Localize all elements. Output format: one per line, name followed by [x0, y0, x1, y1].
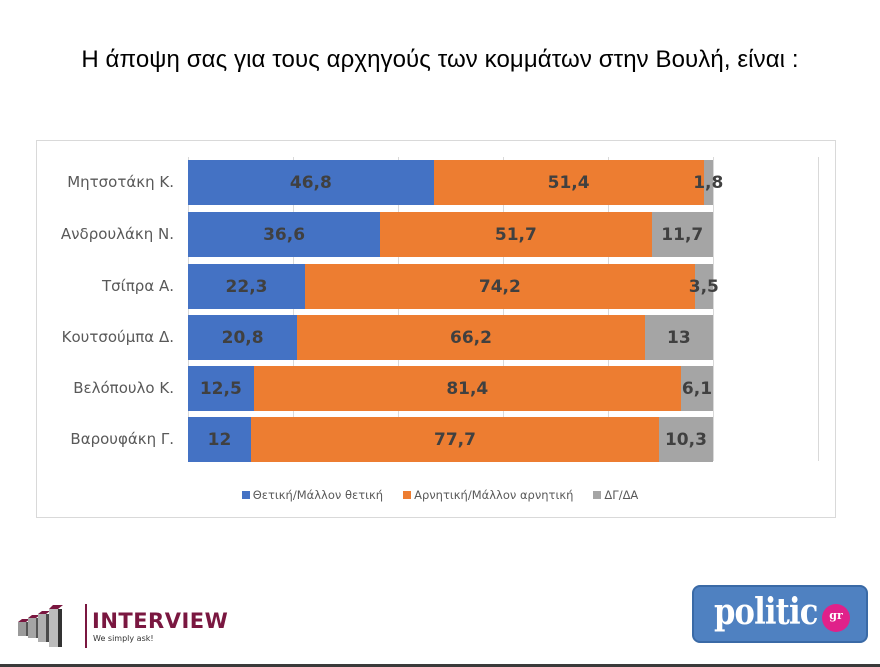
data-label: 12	[207, 429, 232, 450]
gridline	[713, 157, 714, 461]
negative-segment: 51,7	[380, 212, 652, 257]
legend-item: Θετική/Μάλλον θετική	[241, 488, 384, 502]
bar-row: 20,8 66,2 13	[188, 315, 713, 360]
data-label: 77,7	[433, 429, 476, 450]
data-label: 81,4	[446, 378, 489, 399]
category-label: Μητσοτάκη Κ.	[67, 173, 174, 191]
legend: Θετική/Μάλλον θετική Αρνητική/Μάλλον αρνη…	[0, 488, 880, 502]
dk-segment: 3,5	[689, 264, 719, 309]
positive-segment: 46,8	[188, 160, 434, 205]
dk-segment: 6,1	[680, 366, 713, 411]
negative-segment: 74,2	[305, 264, 695, 309]
dk-segment: 10,3	[658, 417, 713, 462]
bottom-border	[0, 664, 880, 667]
category-label: Κουτσούμπα Δ.	[61, 328, 174, 346]
gridline	[398, 157, 399, 461]
legend-swatch-icon	[593, 491, 602, 499]
category-axis-line	[188, 157, 189, 461]
data-label: 36,6	[263, 224, 306, 245]
data-label: 10,3	[664, 429, 707, 450]
data-label: 3,5	[688, 276, 719, 297]
dk-segment: 1,8	[693, 160, 723, 205]
bar-row: 46,8 51,4 1,8	[188, 160, 723, 205]
bar-row: 12 77,7 10,3	[188, 417, 713, 462]
logo-divider	[85, 604, 87, 648]
data-label: 51,4	[547, 172, 590, 193]
category-label: Τσίπρα Α.	[102, 277, 174, 295]
legend-item: ΔΓ/ΔΑ	[593, 488, 638, 502]
data-label: 74,2	[478, 276, 521, 297]
legend-label: ΔΓ/ΔΑ	[604, 488, 639, 502]
dk-segment: 13	[644, 315, 713, 360]
legend-swatch-icon	[241, 491, 250, 499]
positive-segment: 22,3	[188, 264, 306, 309]
data-label: 22,3	[225, 276, 268, 297]
data-label: 6,1	[681, 378, 713, 399]
positive-segment: 20,8	[188, 315, 298, 360]
chart-title: Η άποψη σας για τους αρχηγούς των κομμάτ…	[81, 46, 799, 73]
legend-label: Αρνητική/Μάλλον αρνητική	[414, 488, 574, 502]
data-label: 46,8	[289, 172, 332, 193]
gridline	[608, 157, 609, 461]
data-label: 12,5	[199, 378, 242, 399]
interview-logo-text: INTERVIEW	[92, 609, 229, 633]
dk-segment: 11,7	[651, 212, 713, 257]
legend-label: Θετική/Μάλλον θετική	[252, 488, 384, 502]
negative-segment: 81,4	[253, 366, 681, 411]
data-label: 66,2	[449, 327, 492, 348]
legend-swatch-icon	[403, 491, 412, 499]
positive-segment: 12,5	[188, 366, 254, 411]
positive-segment: 12	[188, 417, 251, 462]
bar-chart-logo-icon	[18, 605, 63, 647]
politic-logo: politic gr	[692, 585, 868, 643]
legend-item: Αρνητική/Μάλλον αρνητική	[403, 488, 573, 502]
politic-logo-text: politic	[714, 591, 818, 633]
data-label: 51,7	[494, 224, 537, 245]
positive-segment: 36,6	[188, 212, 381, 257]
negative-segment: 77,7	[251, 417, 659, 462]
politic-gr-badge: gr	[822, 604, 850, 632]
bar-row: 36,6 51,7 11,7	[188, 212, 713, 257]
interview-tagline: We simply ask!	[93, 634, 154, 643]
bar-row: 12,5 81,4 6,1	[188, 366, 713, 411]
category-label: Βαρουφάκη Γ.	[70, 430, 174, 448]
category-label: Ανδρουλάκη Ν.	[60, 225, 174, 243]
gridline	[503, 157, 504, 461]
negative-segment: 66,2	[297, 315, 645, 360]
bar-row: 22,3 74,2 3,5	[188, 264, 719, 309]
data-label: 20,8	[221, 327, 264, 348]
plot-area: 46,8 51,4 1,8 36,6 51,7 11,7 22,3 74,2 3,5 20,8 66…	[188, 157, 819, 462]
category-label: Βελόπουλο Κ.	[73, 379, 174, 397]
data-label: 13	[667, 327, 691, 348]
interview-logo: INTERVIEW We simply ask!	[16, 604, 228, 650]
data-label: 1,8	[693, 172, 724, 193]
negative-segment: 51,4	[433, 160, 704, 205]
gridline	[818, 157, 819, 461]
gridline	[293, 157, 294, 461]
data-label: 11,7	[661, 224, 704, 245]
